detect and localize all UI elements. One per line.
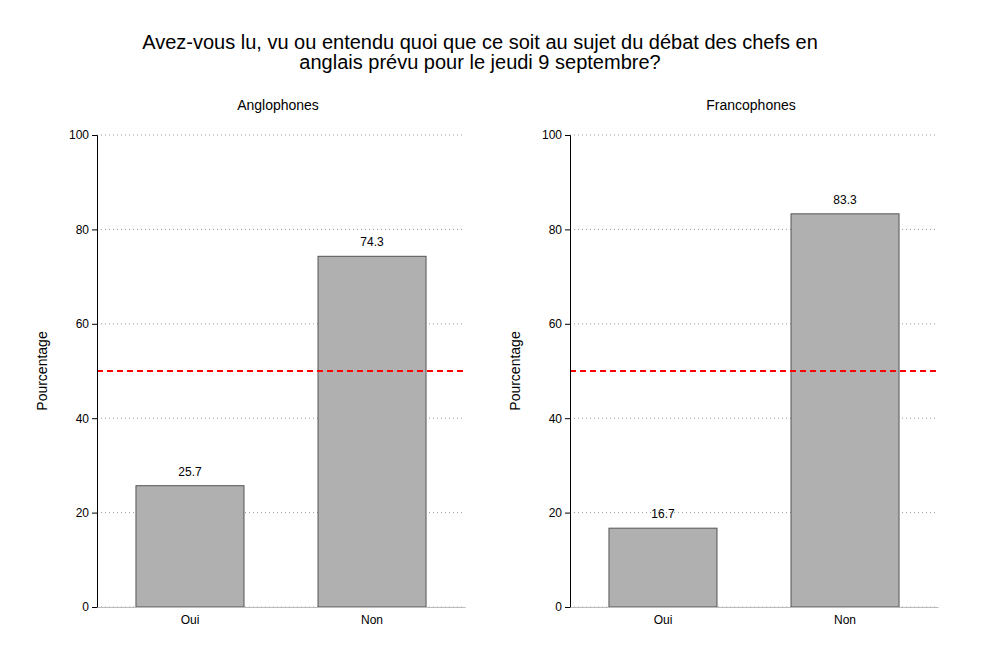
tick-label: Non [361,613,383,627]
tick: Oui [181,607,200,627]
data-label: 16.7 [651,507,675,521]
tick-label: Non [834,613,856,627]
tick-mark [92,607,97,608]
tick-label: Oui [654,613,673,627]
axis-line [98,607,466,608]
tick-label: 40 [549,412,563,426]
axis-line [92,136,98,608]
title-group: Avez-vous lu, vu ou entendu quoi que ce … [142,31,818,73]
tick-label: 100 [542,128,562,142]
tick-mark [565,607,570,608]
panel-title: Francophones [706,97,796,113]
tick: 60 [549,317,570,331]
tick-mark [92,324,97,325]
plot-area [97,256,465,607]
tick: 80 [76,223,97,237]
tick-mark [565,229,570,230]
bar [609,528,717,607]
tick: 20 [76,506,97,520]
grid [97,135,465,607]
data-label: 83.3 [833,193,857,207]
tick: Oui [654,607,673,627]
tick: 0 [82,600,97,614]
grid-line [97,229,465,230]
tick-mark [92,135,97,136]
y-axis: 0 20 40 60 80 100 [69,128,98,614]
plot-area [570,214,938,607]
x-axis: Oui Non [571,607,939,627]
axis-line [571,607,939,608]
y-axis-title: Pourcentage [34,331,50,411]
y-axis: 0 20 40 60 80 100 [542,128,571,614]
tick: Non [361,607,383,627]
tick-label: 0 [555,600,562,614]
tick-mark [92,229,97,230]
axis-line [565,136,571,608]
tick-label: 20 [76,506,90,520]
tick-label: 60 [549,317,563,331]
tick: 40 [549,412,570,426]
tick-label: 80 [76,223,90,237]
tick-label: 80 [549,223,563,237]
x-axis: Oui Non [98,607,466,627]
tick: 0 [555,600,570,614]
tick: Non [834,607,856,627]
panel: 0 20 40 60 80 100 Oui Non 16.7 83.3 Francophones Po… [507,97,939,627]
y-axis-title: Pourcentage [507,331,523,411]
chart-title: anglais prévu pour le jeudi 9 septembre? [299,51,660,73]
tick-mark [92,418,97,419]
bar [136,486,244,607]
tick-label: 100 [69,128,89,142]
tick-label: 60 [76,317,90,331]
tick-mark [565,135,570,136]
grid-line [97,135,465,136]
reference-line [570,370,938,372]
tick: 100 [542,128,570,142]
panel: 0 20 40 60 80 100 Oui Non 25.7 74.3 Anglophones Pou… [34,97,466,627]
tick-label: 20 [549,506,563,520]
tick: 80 [549,223,570,237]
tick-mark [92,513,97,514]
tick-label: Oui [181,613,200,627]
tick: 60 [76,317,97,331]
tick: 20 [549,506,570,520]
data-label: 74.3 [360,235,384,249]
chart-title: Avez-vous lu, vu ou entendu quoi que ce … [142,31,818,53]
grid [570,135,938,607]
tick-mark [565,418,570,419]
tick: 100 [69,128,97,142]
reference-line [97,370,465,372]
bar [318,256,426,607]
chart-canvas: Avez-vous lu, vu ou entendu quoi que ce … [0,0,1002,654]
tick-mark [565,324,570,325]
grid-line [570,135,938,136]
panel-title: Anglophones [237,97,319,113]
tick-label: 0 [82,600,89,614]
data-label: 25.7 [178,465,202,479]
tick: 40 [76,412,97,426]
tick-label: 40 [76,412,90,426]
tick-mark [565,513,570,514]
bar [791,214,899,607]
